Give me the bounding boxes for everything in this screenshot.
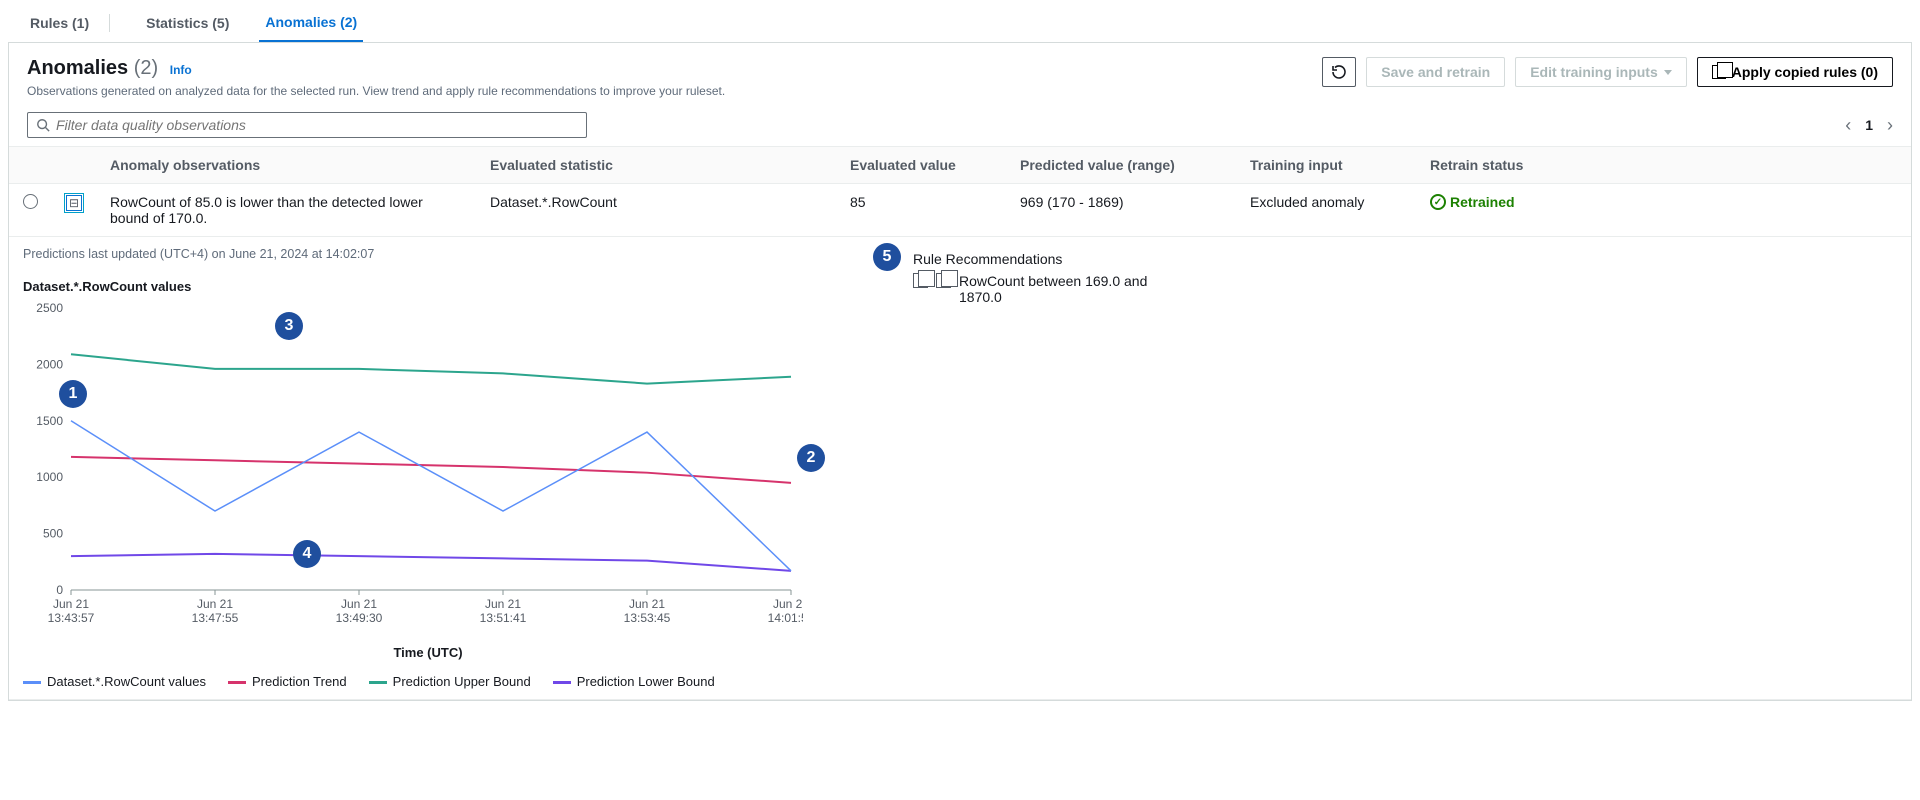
legend-swatch — [23, 681, 41, 684]
refresh-button[interactable] — [1322, 57, 1356, 87]
filter-input-wrapper[interactable] — [27, 112, 587, 138]
copy-icon[interactable] — [913, 273, 928, 288]
panel-title: Anomalies (2) Info — [27, 57, 725, 80]
tab-anomalies[interactable]: Anomalies (2) — [259, 4, 363, 42]
chevron-down-icon — [1664, 70, 1672, 75]
legend-swatch — [228, 681, 246, 684]
svg-text:1500: 1500 — [36, 414, 63, 428]
svg-text:Jun 21: Jun 21 — [53, 597, 89, 611]
svg-text:Jun 21: Jun 21 — [485, 597, 521, 611]
svg-text:2500: 2500 — [36, 301, 63, 315]
col-value[interactable]: Evaluated value — [836, 147, 1006, 184]
filter-input[interactable] — [56, 117, 578, 133]
col-retrain[interactable]: Retrain status — [1416, 147, 1911, 184]
legend-label: Dataset.*.RowCount values — [47, 674, 206, 689]
retrain-status: ✓ Retrained — [1430, 194, 1897, 210]
title-count: (2) — [134, 57, 158, 79]
button-label: Apply copied rules (0) — [1732, 64, 1878, 80]
title-text: Anomalies — [27, 57, 128, 79]
panel-description: Observations generated on analyzed data … — [27, 84, 725, 98]
svg-text:Jun 21: Jun 21 — [197, 597, 233, 611]
pagination: ‹ 1 › — [1845, 115, 1893, 136]
legend-item: Prediction Trend — [228, 674, 347, 689]
col-observations[interactable]: Anomaly observations — [96, 147, 476, 184]
tab-label: Anomalies (2) — [265, 14, 357, 30]
svg-text:500: 500 — [43, 527, 63, 541]
annotation-callout-3: 3 — [275, 312, 303, 340]
anomalies-table: Anomaly observations Evaluated statistic… — [9, 146, 1911, 700]
chart-legend: Dataset.*.RowCount values Prediction Tren… — [23, 674, 833, 689]
svg-text:14:01:55: 14:01:55 — [768, 611, 803, 625]
chart-title: Dataset.*.RowCount values — [23, 279, 833, 294]
cell-value: 85 — [836, 184, 1006, 237]
legend-item: Prediction Lower Bound — [553, 674, 715, 689]
row-expand-toggle[interactable]: ⊟ — [66, 195, 82, 211]
tab-rules[interactable]: Rules (1) — [24, 4, 116, 42]
svg-text:0: 0 — [56, 583, 63, 597]
copy-icon[interactable] — [936, 273, 951, 288]
cell-training: Excluded anomaly — [1236, 184, 1416, 237]
info-link[interactable]: Info — [170, 63, 192, 77]
legend-swatch — [553, 681, 571, 684]
table-row: ⊟ RowCount of 85.0 is lower than the det… — [9, 184, 1911, 237]
col-predicted[interactable]: Predicted value (range) — [1006, 147, 1236, 184]
col-training[interactable]: Training input — [1236, 147, 1416, 184]
tab-label: Statistics (5) — [146, 15, 229, 31]
tab-statistics[interactable]: Statistics (5) — [140, 4, 235, 42]
apply-copied-rules-button[interactable]: Apply copied rules (0) — [1697, 57, 1893, 87]
svg-text:Jun 21: Jun 21 — [629, 597, 665, 611]
search-icon — [36, 118, 50, 132]
next-page-button[interactable]: › — [1887, 115, 1893, 136]
annotation-callout-1: 1 — [59, 380, 87, 408]
svg-text:13:49:30: 13:49:30 — [336, 611, 383, 625]
copy-icon — [1712, 65, 1726, 79]
svg-text:Jun 21: Jun 21 — [773, 597, 803, 611]
legend-item: Dataset.*.RowCount values — [23, 674, 206, 689]
save-retrain-button[interactable]: Save and retrain — [1366, 57, 1505, 87]
svg-text:1000: 1000 — [36, 470, 63, 484]
legend-item: Prediction Upper Bound — [369, 674, 531, 689]
page-number: 1 — [1865, 117, 1873, 133]
chart-x-axis-label: Time (UTC) — [23, 645, 833, 660]
chart-caption: Predictions last updated (UTC+4) on June… — [23, 247, 833, 261]
legend-label: Prediction Lower Bound — [577, 674, 715, 689]
refresh-icon — [1331, 64, 1347, 80]
cell-predicted: 969 (170 - 1869) — [1006, 184, 1236, 237]
svg-text:13:53:45: 13:53:45 — [624, 611, 671, 625]
check-icon: ✓ — [1430, 194, 1446, 210]
legend-label: Prediction Trend — [252, 674, 347, 689]
button-label: Edit training inputs — [1530, 64, 1658, 80]
svg-text:13:51:41: 13:51:41 — [480, 611, 527, 625]
svg-text:13:47:55: 13:47:55 — [192, 611, 239, 625]
svg-text:13:43:57: 13:43:57 — [48, 611, 95, 625]
row-select-radio[interactable] — [23, 194, 38, 209]
retrain-label: Retrained — [1450, 194, 1515, 210]
button-label: Save and retrain — [1381, 64, 1490, 80]
tab-label: Rules (1) — [30, 15, 89, 31]
anomalies-panel: Anomalies (2) Info Observations generate… — [8, 43, 1912, 701]
prev-page-button[interactable]: ‹ — [1845, 115, 1851, 136]
legend-swatch — [369, 681, 387, 684]
cell-observation: RowCount of 85.0 is lower than the detec… — [96, 184, 476, 237]
line-chart: 05001000150020002500Jun 2113:43:57Jun 21… — [23, 300, 803, 634]
col-statistic[interactable]: Evaluated statistic — [476, 147, 836, 184]
tabs-bar: Rules (1) Statistics (5) Anomalies (2) — [8, 4, 1912, 43]
edit-training-inputs-button[interactable]: Edit training inputs — [1515, 57, 1687, 87]
annotation-callout-5: 5 — [873, 243, 901, 271]
annotation-callout-2: 2 — [797, 444, 825, 472]
table-row-expanded: Predictions last updated (UTC+4) on June… — [9, 237, 1911, 700]
legend-label: Prediction Upper Bound — [393, 674, 531, 689]
svg-text:2000: 2000 — [36, 357, 63, 371]
cell-statistic: Dataset.*.RowCount — [476, 184, 836, 237]
recommendation-text: RowCount between 169.0 and 1870.0 — [959, 273, 1169, 305]
recommendation-title: Rule Recommendations — [913, 251, 1169, 267]
svg-text:Jun 21: Jun 21 — [341, 597, 377, 611]
annotation-callout-4: 4 — [293, 540, 321, 568]
